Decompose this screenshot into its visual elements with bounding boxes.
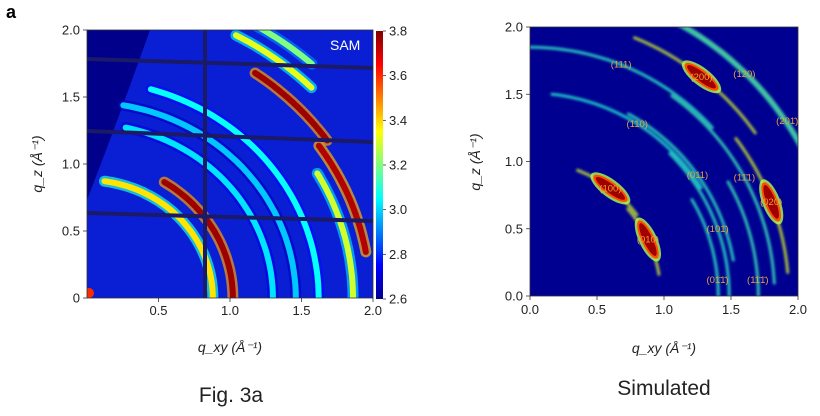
right-peak-core-3 (763, 185, 779, 219)
right-peak-0 (590, 172, 631, 205)
left-ring-1 (161, 179, 236, 298)
colorbar-ticks: 2.6 2.8 3.0 3.2 3.4 3.6 3.8 (383, 24, 407, 307)
right-peak-core-1 (639, 223, 657, 256)
beam-spot (87, 288, 94, 298)
peak-label-11: (01̄1̄) (707, 275, 729, 286)
left-xtick-label-0: 0.5 (149, 303, 167, 318)
left-ring-7 (252, 70, 331, 144)
right-peak-2 (681, 60, 722, 94)
left-xtick-label-3: 2.0 (364, 303, 382, 318)
left-x-axis-label: q_xy (Å⁻¹) (198, 339, 262, 355)
colorbar-tick-label-5: 3.6 (389, 68, 407, 83)
peak-label-10: (101̄) (707, 224, 729, 235)
colorbar-tick-label-3: 3.2 (389, 158, 407, 173)
right-ytick-label-0: 0.0 (505, 289, 523, 304)
peak-label-0: (100) (599, 183, 621, 194)
right-xtick-label-4: 2.0 (789, 302, 807, 317)
left-ring-3 (120, 102, 299, 298)
right-arc-4 (530, 45, 714, 129)
right-arc-12 (726, 180, 760, 296)
right-arc-6 (684, 27, 798, 142)
right-xtick-label-1: 0.5 (588, 302, 606, 317)
colorbar-tick-label-6: 3.8 (389, 24, 407, 39)
left-xtick-label-2: 1.5 (292, 303, 310, 318)
peak-label-5: (120) (733, 69, 755, 80)
right-heatmap-panel: (100) (010) (200) (020) (111) (120) (201̄) (110… (467, 20, 807, 357)
right-peak-core-2 (687, 65, 716, 89)
colorbar-tick-label-1: 2.8 (389, 247, 407, 262)
right-arc-11 (690, 198, 720, 296)
peak-label-2: (200) (690, 72, 712, 83)
left-ring-0 (101, 178, 216, 298)
left-ytick-label-1: 0.5 (62, 224, 80, 239)
peak-label-1: (010) (637, 235, 659, 246)
left-rings-layer (99, 30, 372, 298)
peak-label-9: (11̄1) (734, 173, 755, 184)
left-ring-9 (257, 30, 315, 67)
left-ring-8 (233, 32, 315, 91)
right-peak-core-0 (595, 177, 626, 200)
right-plot-background (530, 27, 798, 296)
peak-label-12: (11̄1̄) (747, 275, 768, 286)
peak-label-4: (111) (611, 60, 632, 71)
right-ytick-label-4: 2.0 (505, 20, 523, 35)
left-ring-4 (147, 86, 322, 298)
peak-label-8: (011) (687, 170, 708, 181)
right-peak-3 (759, 179, 784, 225)
right-peak-1 (634, 217, 662, 262)
right-arc-5 (678, 27, 798, 147)
left-ytick-label-2: 1.0 (62, 157, 80, 172)
right-peak-labels: (100) (010) (200) (020) (111) (120) (201̄) (110… (599, 60, 798, 286)
left-caption: Fig. 3a (199, 384, 264, 407)
left-xtick-label-1: 1.0 (221, 303, 239, 318)
left-heatmap-panel: SAM 0.5 1.0 1.5 2.0 0 0.5 1.0 1.5 2.0 q_xy (Å⁻¹)… (29, 23, 407, 356)
detector-gaps (87, 30, 373, 298)
right-arc-8 (626, 112, 735, 262)
colorbar-tick-label-0: 2.6 (389, 292, 407, 307)
left-ytick-label-4: 2.0 (62, 23, 80, 38)
left-y-axis-label: q_z (Å⁻¹) (29, 135, 45, 192)
peak-label-7: (110) (626, 119, 647, 130)
gap-horizontal-1 (87, 57, 373, 70)
right-caption: Simulated (617, 377, 710, 400)
right-arc-10 (668, 152, 731, 296)
right-xtick-label-2: 1.0 (655, 302, 673, 317)
right-xtick-label-3: 1.5 (722, 302, 740, 317)
peak-label-6: (201̄) (776, 116, 798, 127)
colorbar-tick-label-4: 3.4 (389, 113, 407, 128)
colorbar (376, 31, 383, 299)
left-missing-wedge (87, 30, 150, 200)
right-ytick-label-1: 0.5 (505, 221, 523, 236)
left-ytick-label-3: 1.5 (62, 90, 80, 105)
left-ring-6 (315, 142, 369, 255)
left-ring-2 (122, 124, 276, 298)
right-arc-7 (550, 92, 703, 190)
right-axis-ticks: 0.0 0.5 1.0 1.5 2.0 0.0 0.5 1.0 1.5 2.0 (505, 20, 807, 318)
panel-letter: a (6, 2, 17, 22)
right-x-axis-label: q_xy (Å⁻¹) (632, 340, 696, 356)
right-ytick-label-3: 1.5 (505, 87, 523, 102)
colorbar-tick-label-2: 3.0 (389, 202, 407, 217)
gap-horizontal-2 (87, 129, 373, 144)
right-arc-9 (670, 94, 776, 285)
peak-label-3: (020) (760, 197, 782, 208)
right-peaks-layer (590, 60, 784, 262)
gap-horizontal-3 (87, 211, 373, 223)
right-y-axis-label: q_z (Å⁻¹) (467, 133, 483, 190)
left-ring-5 (314, 170, 356, 298)
left-panel-label: SAM (330, 37, 360, 53)
right-ytick-label-2: 1.0 (505, 154, 523, 169)
left-axis-ticks: 0.5 1.0 1.5 2.0 0 0.5 1.0 1.5 2.0 (62, 23, 382, 319)
right-xtick-label-0: 0.0 (521, 302, 539, 317)
left-ytick-label-0: 0 (73, 291, 80, 306)
